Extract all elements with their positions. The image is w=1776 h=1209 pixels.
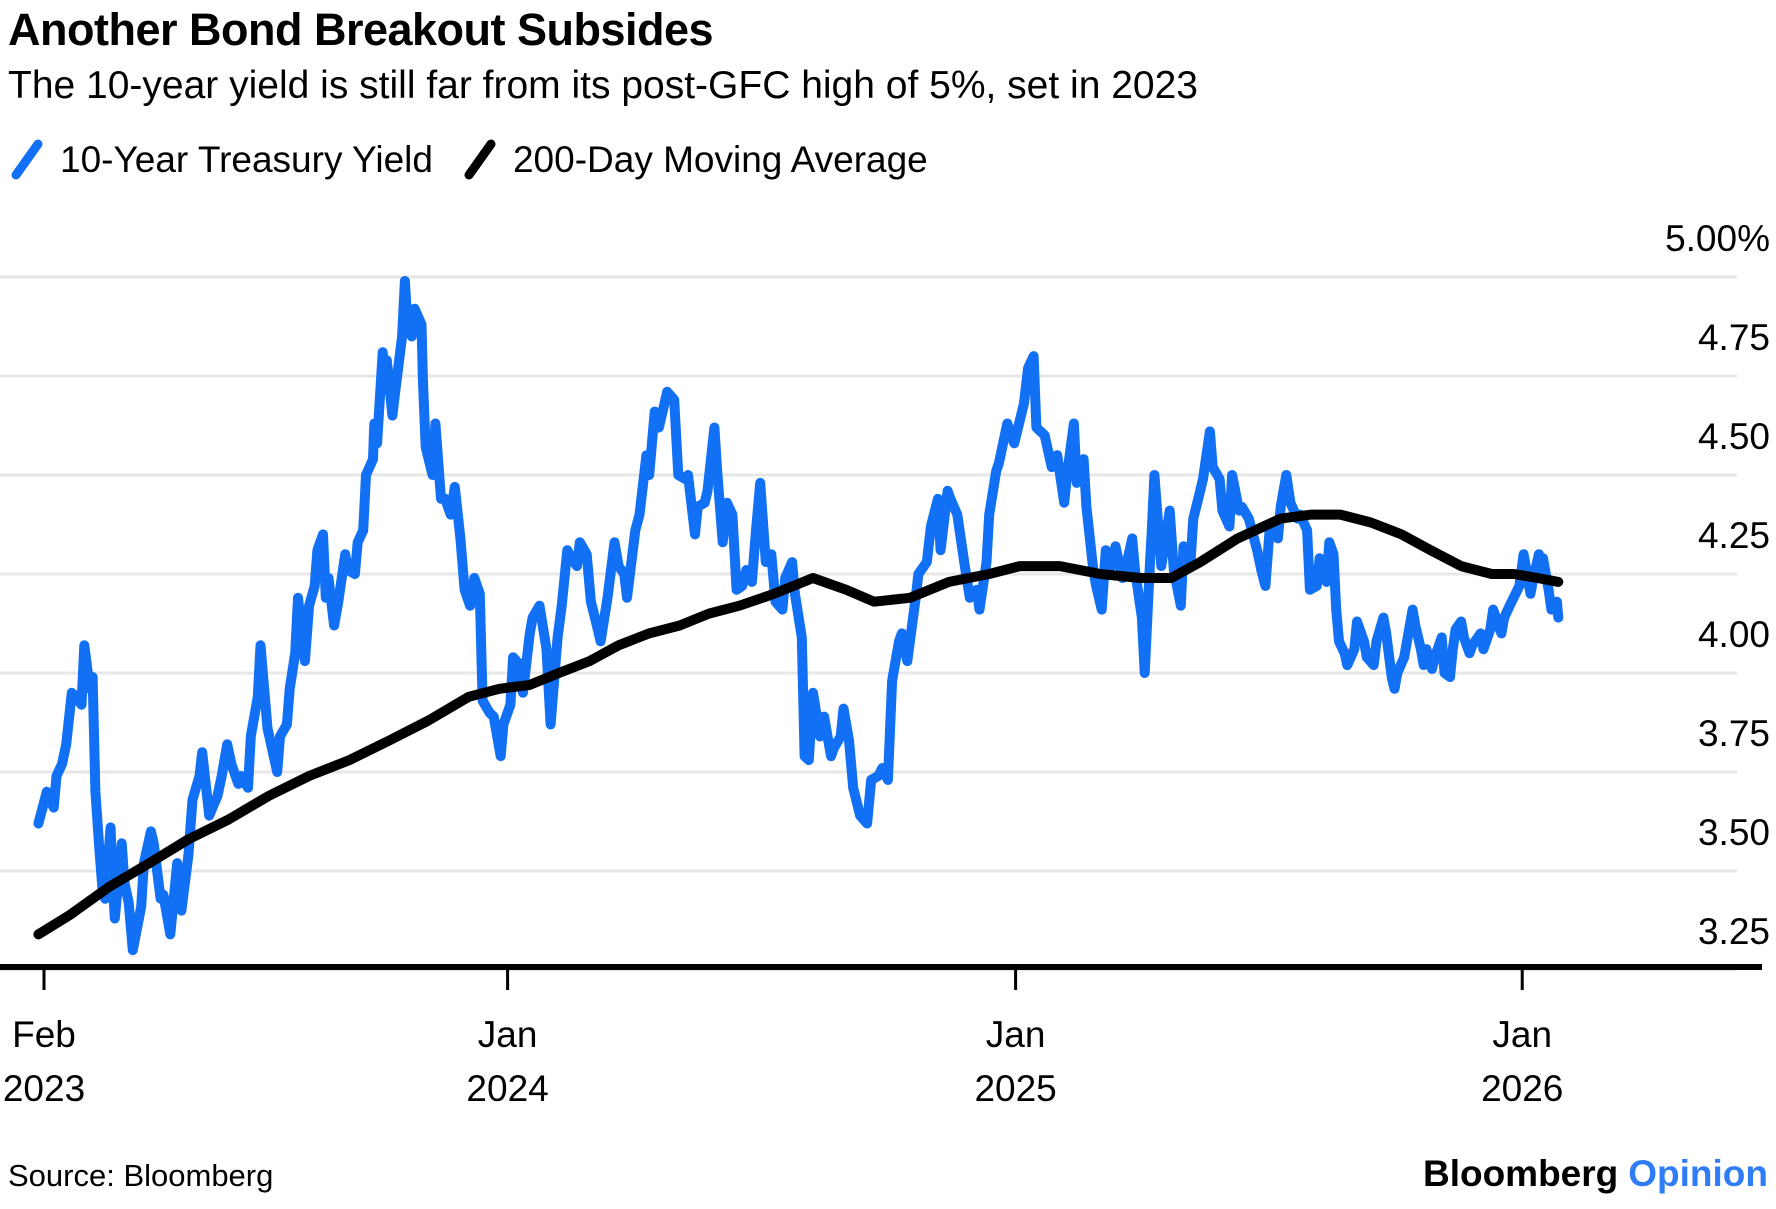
y-axis-label: 3.75 (1697, 713, 1770, 754)
y-axis-label: 4.00 (1697, 614, 1770, 655)
x-axis-label-month: Feb (12, 1014, 76, 1055)
x-axis-label-month: Jan (1492, 1014, 1553, 1055)
x-axis-label-year: 2023 (2, 1068, 86, 1109)
chart-title: Another Bond Breakout Subsides (8, 4, 714, 55)
series-lines (33, 276, 1564, 956)
gridlines (0, 275, 1737, 972)
x-axis-label-year: 2025 (974, 1068, 1057, 1109)
legend-label-treasury-yield: 10-Year Treasury Yield (60, 139, 433, 180)
series-line-moving-average (33, 509, 1564, 940)
x-axis-label-year: 2026 (1481, 1068, 1564, 1109)
y-axis-label: 3.25 (1697, 911, 1770, 952)
brand-opinion: Opinion (1628, 1153, 1768, 1194)
blue-slash-icon (11, 139, 43, 180)
y-axis-label: 4.25 (1697, 515, 1770, 556)
source-note: Source: Bloomberg (8, 1158, 274, 1193)
chart-subtitle: The 10-year yield is still far from its … (8, 64, 1198, 107)
legend-item-moving-average: 200-Day Moving Average (461, 138, 928, 182)
x-axis-label-year: 2024 (466, 1068, 549, 1109)
y-axis-label: 5.00% (1665, 218, 1770, 259)
legend-label-moving-average: 200-Day Moving Average (512, 139, 928, 180)
black-slash-icon (464, 139, 496, 180)
y-axis-label: 4.50 (1697, 416, 1770, 457)
y-axis-label: 4.75 (1697, 317, 1770, 358)
y-axis-label: 3.50 (1697, 812, 1770, 853)
brand-bloomberg: Bloomberg (1422, 1153, 1619, 1194)
x-axis-label-month: Jan (985, 1014, 1046, 1055)
legend: 10-Year Treasury Yield 200-Day Moving Av… (8, 138, 928, 182)
x-axis-label-month: Jan (477, 1014, 538, 1055)
x-axis (0, 964, 1762, 990)
legend-item-treasury-yield: 10-Year Treasury Yield (8, 138, 433, 182)
bloomberg-opinion-logo: Bloomberg Opinion (1423, 1153, 1768, 1195)
series-line-treasury-yield (33, 276, 1564, 956)
